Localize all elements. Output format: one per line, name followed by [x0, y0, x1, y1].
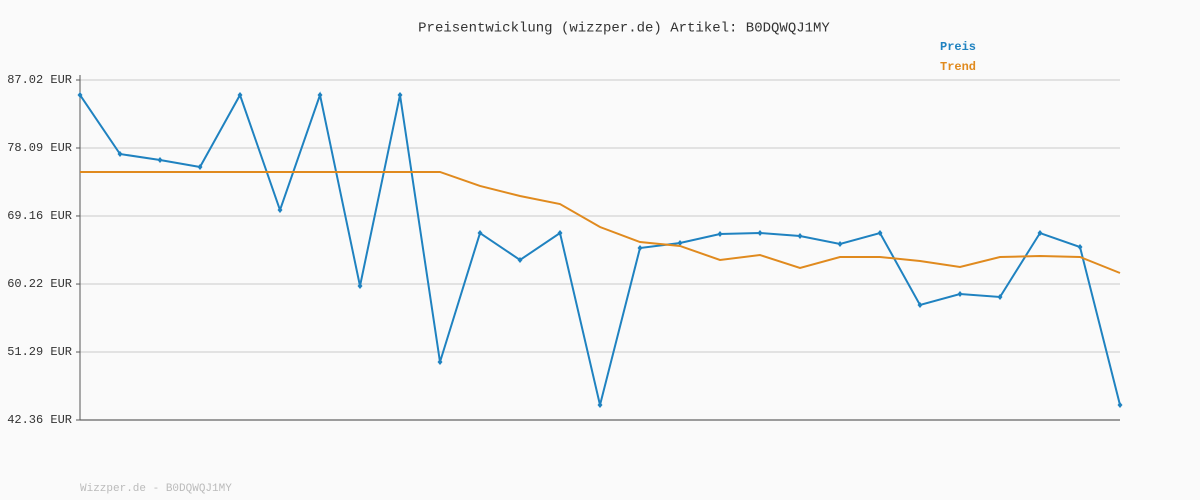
marker — [797, 232, 803, 239]
marker — [357, 283, 363, 290]
y-tick-label: 78.09 EUR — [7, 141, 72, 155]
marker — [277, 207, 283, 214]
marker — [757, 230, 763, 237]
marker — [717, 231, 723, 238]
marker — [917, 301, 923, 308]
chart-title: Preisentwicklung (wizzper.de) Artikel: B… — [418, 21, 830, 37]
marker — [997, 293, 1003, 300]
legend-entry: Trend — [940, 60, 976, 74]
legend-entry: Preis — [940, 40, 976, 54]
marker — [1077, 244, 1083, 251]
y-tick-label: 51.29 EUR — [7, 345, 72, 359]
marker — [397, 91, 403, 98]
y-tick-label: 60.22 EUR — [7, 277, 72, 291]
marker — [597, 402, 603, 409]
marker — [477, 230, 483, 237]
marker — [117, 150, 123, 157]
marker — [77, 91, 83, 98]
marker — [517, 256, 523, 263]
marker — [637, 245, 643, 252]
marker — [237, 91, 243, 98]
marker — [157, 157, 163, 164]
marker — [1037, 230, 1043, 237]
marker — [197, 164, 203, 171]
footer: Wizzper.de - B0DQWQJ1MY — [80, 483, 232, 495]
y-tick-label: 42.36 EUR — [7, 413, 72, 427]
marker — [877, 230, 883, 237]
marker — [837, 240, 843, 247]
marker — [437, 358, 443, 365]
marker — [557, 230, 563, 237]
marker — [957, 291, 963, 298]
marker — [317, 91, 323, 98]
marker — [677, 239, 683, 246]
marker — [1117, 402, 1123, 409]
y-tick-label: 69.16 EUR — [7, 209, 72, 223]
y-tick-label: 87.02 EUR — [7, 73, 72, 87]
line — [80, 170, 1121, 274]
